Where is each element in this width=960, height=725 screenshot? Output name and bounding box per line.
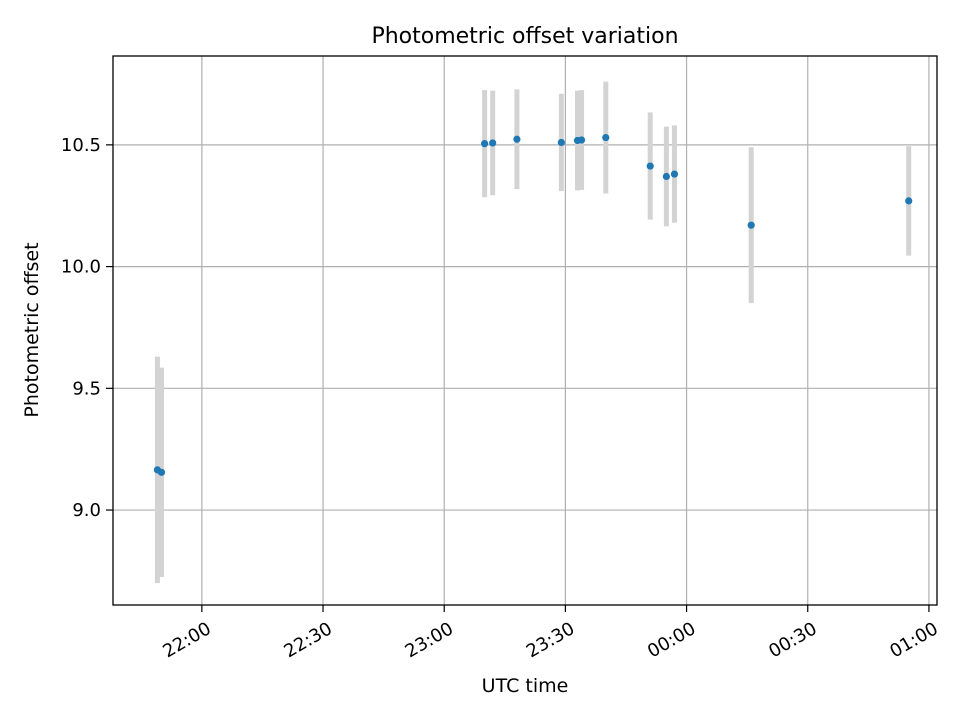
y-tick-label: 9.0 — [72, 500, 101, 521]
data-point — [670, 170, 679, 178]
data-point — [662, 172, 670, 181]
data-point — [157, 468, 166, 476]
y-tick-label: 9.5 — [72, 378, 101, 399]
data-point — [747, 221, 755, 229]
data-point — [513, 135, 521, 143]
data-point — [557, 138, 565, 147]
x-axis-label: UTC time — [482, 675, 569, 697]
data-point — [905, 197, 913, 205]
y-tick-label: 10.0 — [61, 257, 101, 278]
plot-frame — [112, 55, 938, 606]
y-axis-label: Photometric offset — [21, 242, 43, 417]
grid-layer — [113, 56, 937, 605]
point-layer — [153, 133, 913, 476]
data-point — [577, 136, 586, 144]
data-point — [602, 133, 610, 142]
data-point — [646, 162, 654, 170]
x-tick-label: 23:00 — [402, 618, 457, 662]
tick-layer: 22:00 22:30 23:00 23:30 00:00 00:30 01:00 9.0 9.… — [61, 135, 942, 662]
data-point — [481, 140, 489, 148]
errorbar-layer — [154, 81, 912, 584]
x-tick-label: 01:00 — [886, 618, 941, 662]
x-tick-label: 00:30 — [765, 618, 820, 662]
x-tick-label: 22:30 — [281, 618, 336, 662]
data-point — [489, 139, 497, 147]
x-tick-label: 00:00 — [644, 618, 699, 662]
x-tick-label: 23:30 — [523, 618, 578, 662]
chart-title: Photometric offset variation — [371, 24, 678, 49]
y-tick-label: 10.5 — [61, 135, 101, 156]
x-tick-label: 22:00 — [159, 618, 214, 662]
